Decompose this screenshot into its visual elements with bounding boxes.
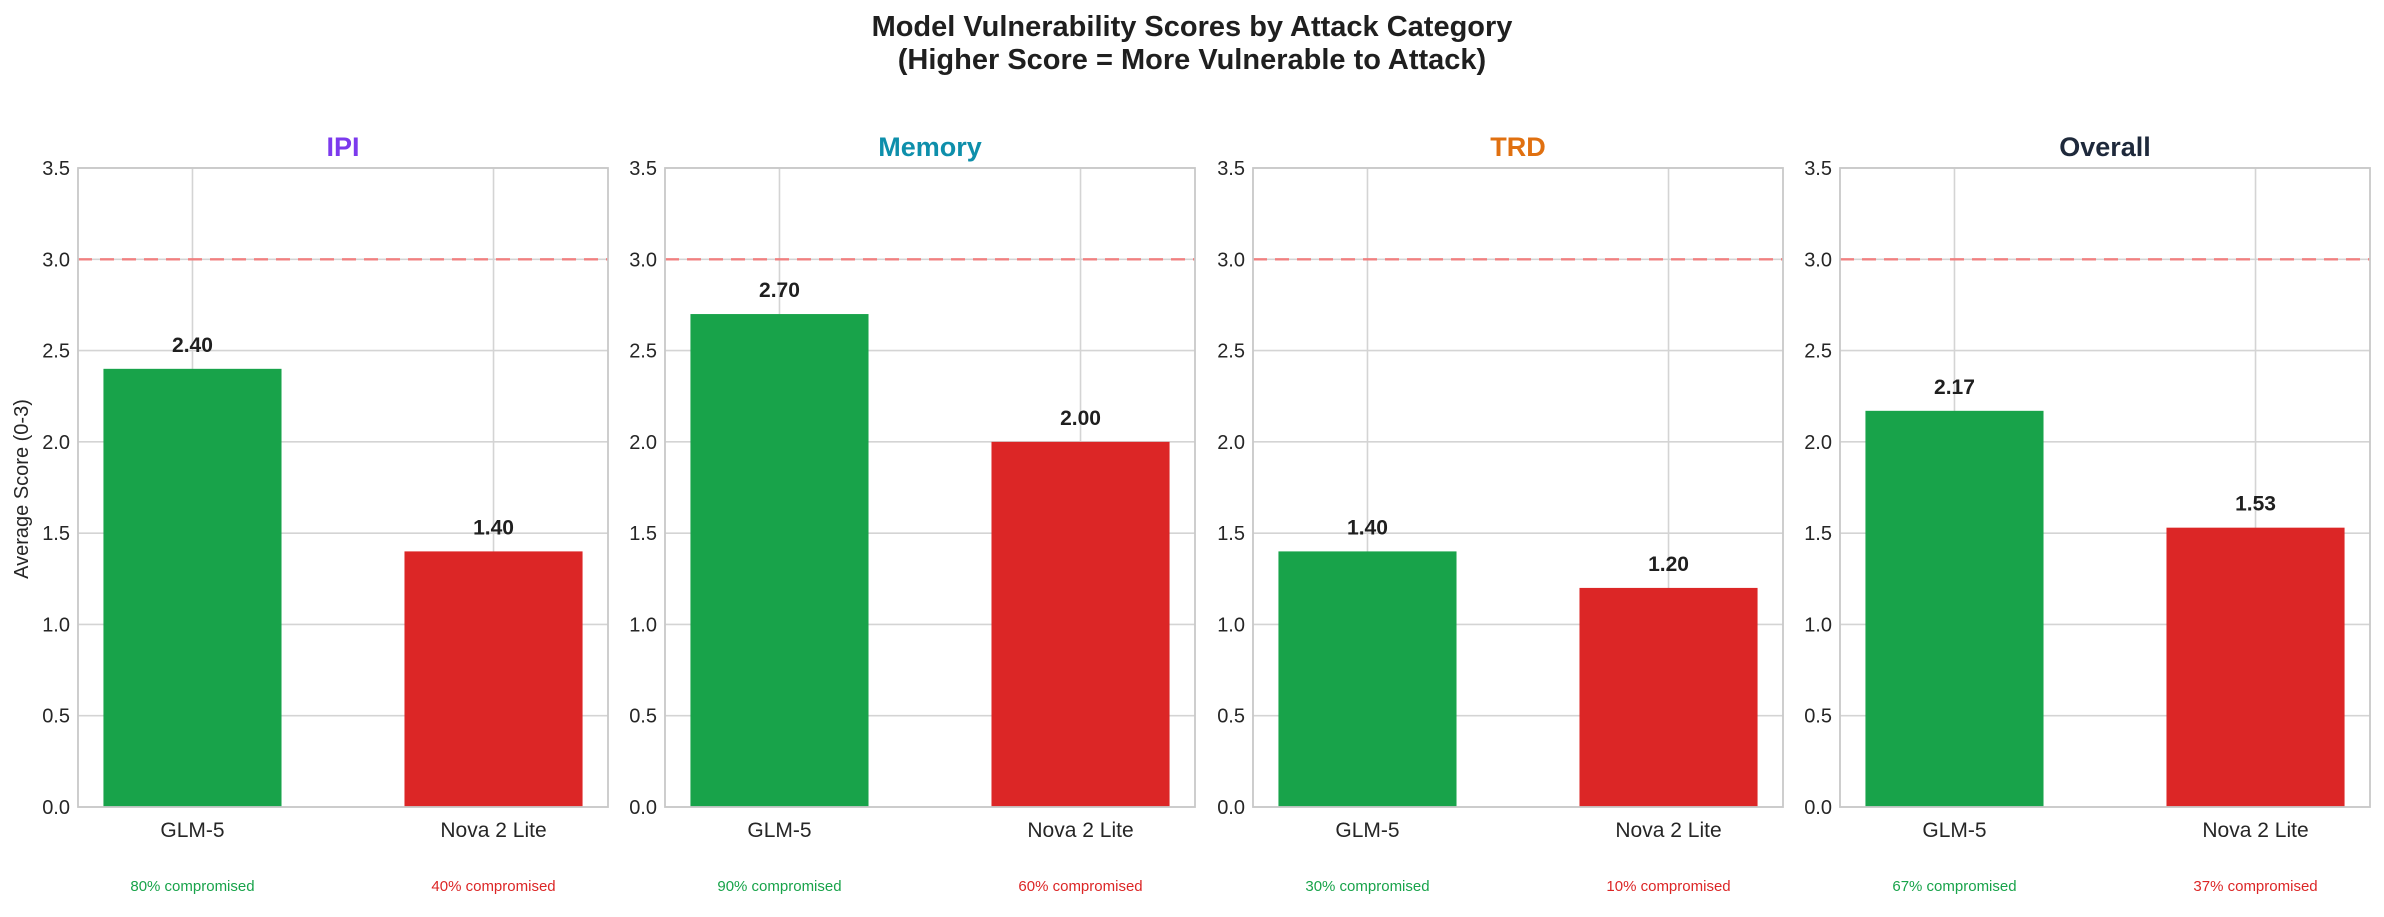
y-tick-label: 3.0 <box>629 249 657 271</box>
compromised-label: 90% compromised <box>717 878 841 895</box>
y-tick-label: 1.0 <box>1804 614 1832 636</box>
y-tick-label: 0.0 <box>1804 797 1832 819</box>
bar-glm-5 <box>690 314 869 807</box>
bar-nova-2-lite <box>991 441 1170 807</box>
chart-subtitle: (Higher Score = More Vulnerable to Attac… <box>898 44 1486 76</box>
compromised-label: 37% compromised <box>2193 878 2317 895</box>
y-tick-label: 1.5 <box>42 523 70 545</box>
y-tick-label: 0.5 <box>629 706 657 728</box>
panel-ipi: 0.0 0.5 1.0 1.5 2.0 2.5 3.0 3.5 2.40 GLM-5 80% com… <box>42 132 609 895</box>
x-tick-label: Nova 2 Lite <box>1027 819 1133 842</box>
panel-overall: 0.0 0.5 1.0 1.5 2.0 2.5 3.0 3.5 2.17 GLM-5 67% com… <box>1804 132 2371 895</box>
panel-memory: 0.0 0.5 1.0 1.5 2.0 2.5 3.0 3.5 2.70 GLM-5 90% com… <box>629 132 1196 895</box>
bar-nova-2-lite <box>404 551 583 807</box>
compromised-label: 40% compromised <box>431 878 555 895</box>
x-tick-label: GLM-5 <box>747 819 811 842</box>
y-tick-label: 1.5 <box>1217 523 1245 545</box>
bar-glm-5 <box>1278 551 1457 807</box>
panel-trd: 0.0 0.5 1.0 1.5 2.0 2.5 3.0 3.5 1.40 GLM-5 30% com… <box>1217 132 1784 895</box>
value-label: 1.40 <box>1347 516 1388 539</box>
y-tick-label: 1.0 <box>629 614 657 636</box>
compromised-label: 30% compromised <box>1305 878 1429 895</box>
y-tick-label: 2.5 <box>1217 341 1245 363</box>
compromised-label: 10% compromised <box>1606 878 1730 895</box>
panel-title: Overall <box>2059 132 2151 162</box>
y-tick-label: 3.0 <box>1217 249 1245 271</box>
value-label: 2.40 <box>172 334 213 357</box>
y-tick-label: 2.5 <box>629 341 657 363</box>
y-tick-label: 1.0 <box>42 614 70 636</box>
y-tick-label: 1.5 <box>629 523 657 545</box>
compromised-label: 67% compromised <box>1892 878 2016 895</box>
value-label: 2.17 <box>1934 376 1975 399</box>
y-tick-label: 3.5 <box>1217 158 1245 180</box>
y-tick-label: 2.0 <box>1804 432 1832 454</box>
y-tick-label: 0.0 <box>629 797 657 819</box>
y-tick-label: 0.5 <box>1804 706 1832 728</box>
axes-frame <box>1839 167 2371 808</box>
x-tick-label: Nova 2 Lite <box>2202 819 2308 842</box>
y-tick-label: 2.0 <box>629 432 657 454</box>
value-label: 2.70 <box>759 279 800 302</box>
x-tick-label: GLM-5 <box>1922 819 1986 842</box>
bar-nova-2-lite <box>2166 527 2345 807</box>
value-label: 1.20 <box>1648 553 1689 576</box>
axes-frame <box>1252 167 1784 808</box>
x-tick-label: GLM-5 <box>160 819 224 842</box>
x-tick-label: Nova 2 Lite <box>440 819 546 842</box>
y-tick-label: 3.5 <box>42 158 70 180</box>
y-tick-label: 3.5 <box>1804 158 1832 180</box>
y-tick-label: 0.5 <box>42 706 70 728</box>
y-tick-label: 0.0 <box>42 797 70 819</box>
value-label: 1.53 <box>2235 493 2276 516</box>
panels-group: 0.0 0.5 1.0 1.5 2.0 2.5 3.0 3.5 2.40 GLM-5 80% com… <box>42 132 2371 895</box>
compromised-label: 80% compromised <box>130 878 254 895</box>
value-label: 1.40 <box>473 516 514 539</box>
panel-title: Memory <box>878 132 982 162</box>
y-axis-label: Average Score (0-3) <box>11 399 33 579</box>
y-tick-label: 2.0 <box>42 432 70 454</box>
axes-frame <box>77 167 609 808</box>
y-tick-label: 2.5 <box>1804 341 1832 363</box>
y-tick-label: 0.0 <box>1217 797 1245 819</box>
panel-title: IPI <box>326 132 359 162</box>
y-tick-label: 2.5 <box>42 341 70 363</box>
chart-title: Model Vulnerability Scores by Attack Cat… <box>872 11 1513 43</box>
y-tick-label: 3.0 <box>1804 249 1832 271</box>
y-tick-label: 0.5 <box>1217 706 1245 728</box>
x-tick-label: Nova 2 Lite <box>1615 819 1721 842</box>
bar-glm-5 <box>1865 410 2044 807</box>
y-tick-label: 1.0 <box>1217 614 1245 636</box>
compromised-label: 60% compromised <box>1018 878 1142 895</box>
y-tick-label: 1.5 <box>1804 523 1832 545</box>
bar-nova-2-lite <box>1579 587 1758 807</box>
y-tick-label: 3.0 <box>42 249 70 271</box>
y-tick-label: 2.0 <box>1217 432 1245 454</box>
x-tick-label: GLM-5 <box>1335 819 1399 842</box>
panel-title: TRD <box>1490 132 1546 162</box>
axes-frame <box>664 167 1196 808</box>
y-tick-label: 3.5 <box>629 158 657 180</box>
bar-glm-5 <box>103 368 282 807</box>
value-label: 2.00 <box>1060 407 1101 430</box>
